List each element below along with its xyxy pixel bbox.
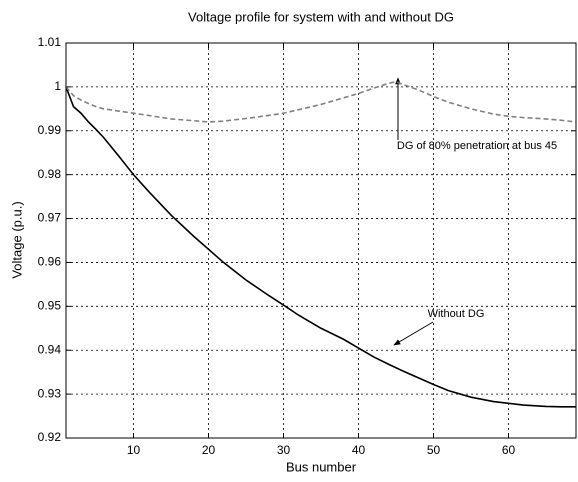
plot-area xyxy=(66,43,576,438)
y-tick-label: 0.95 xyxy=(38,299,62,313)
y-tick-label: 0.98 xyxy=(38,167,62,181)
y-tick-label: 0.99 xyxy=(38,123,62,137)
y-tick-label: 0.96 xyxy=(38,255,62,269)
plot-frame xyxy=(65,42,577,439)
y-axis-label: Voltage (p.u.) xyxy=(9,201,24,278)
annotation: Without DG xyxy=(428,308,485,320)
y-tick-label: 0.92 xyxy=(38,430,62,444)
chart-title: Voltage profile for system with and with… xyxy=(188,9,454,24)
y-tick-label: 0.94 xyxy=(38,342,62,356)
y-tick-label: 0.97 xyxy=(38,211,62,225)
x-tick-label: 40 xyxy=(352,443,366,457)
data-line xyxy=(65,80,577,123)
annotation: DG of 80% penetration at bus 45 xyxy=(397,140,557,152)
data-line xyxy=(65,86,576,408)
x-tick-label: 60 xyxy=(502,443,516,457)
x-tick-label: 20 xyxy=(202,443,216,457)
x-tick-label: 10 xyxy=(127,443,141,457)
x-axis-label: Bus number xyxy=(286,459,357,474)
x-tick-label: 50 xyxy=(427,443,441,457)
y-tick-label: 1 xyxy=(54,79,61,93)
y-tick-label: 0.93 xyxy=(38,386,62,400)
x-tick-label: 30 xyxy=(277,443,291,457)
y-tick-label: 1.01 xyxy=(38,35,62,49)
annotation-arrow xyxy=(393,321,434,346)
